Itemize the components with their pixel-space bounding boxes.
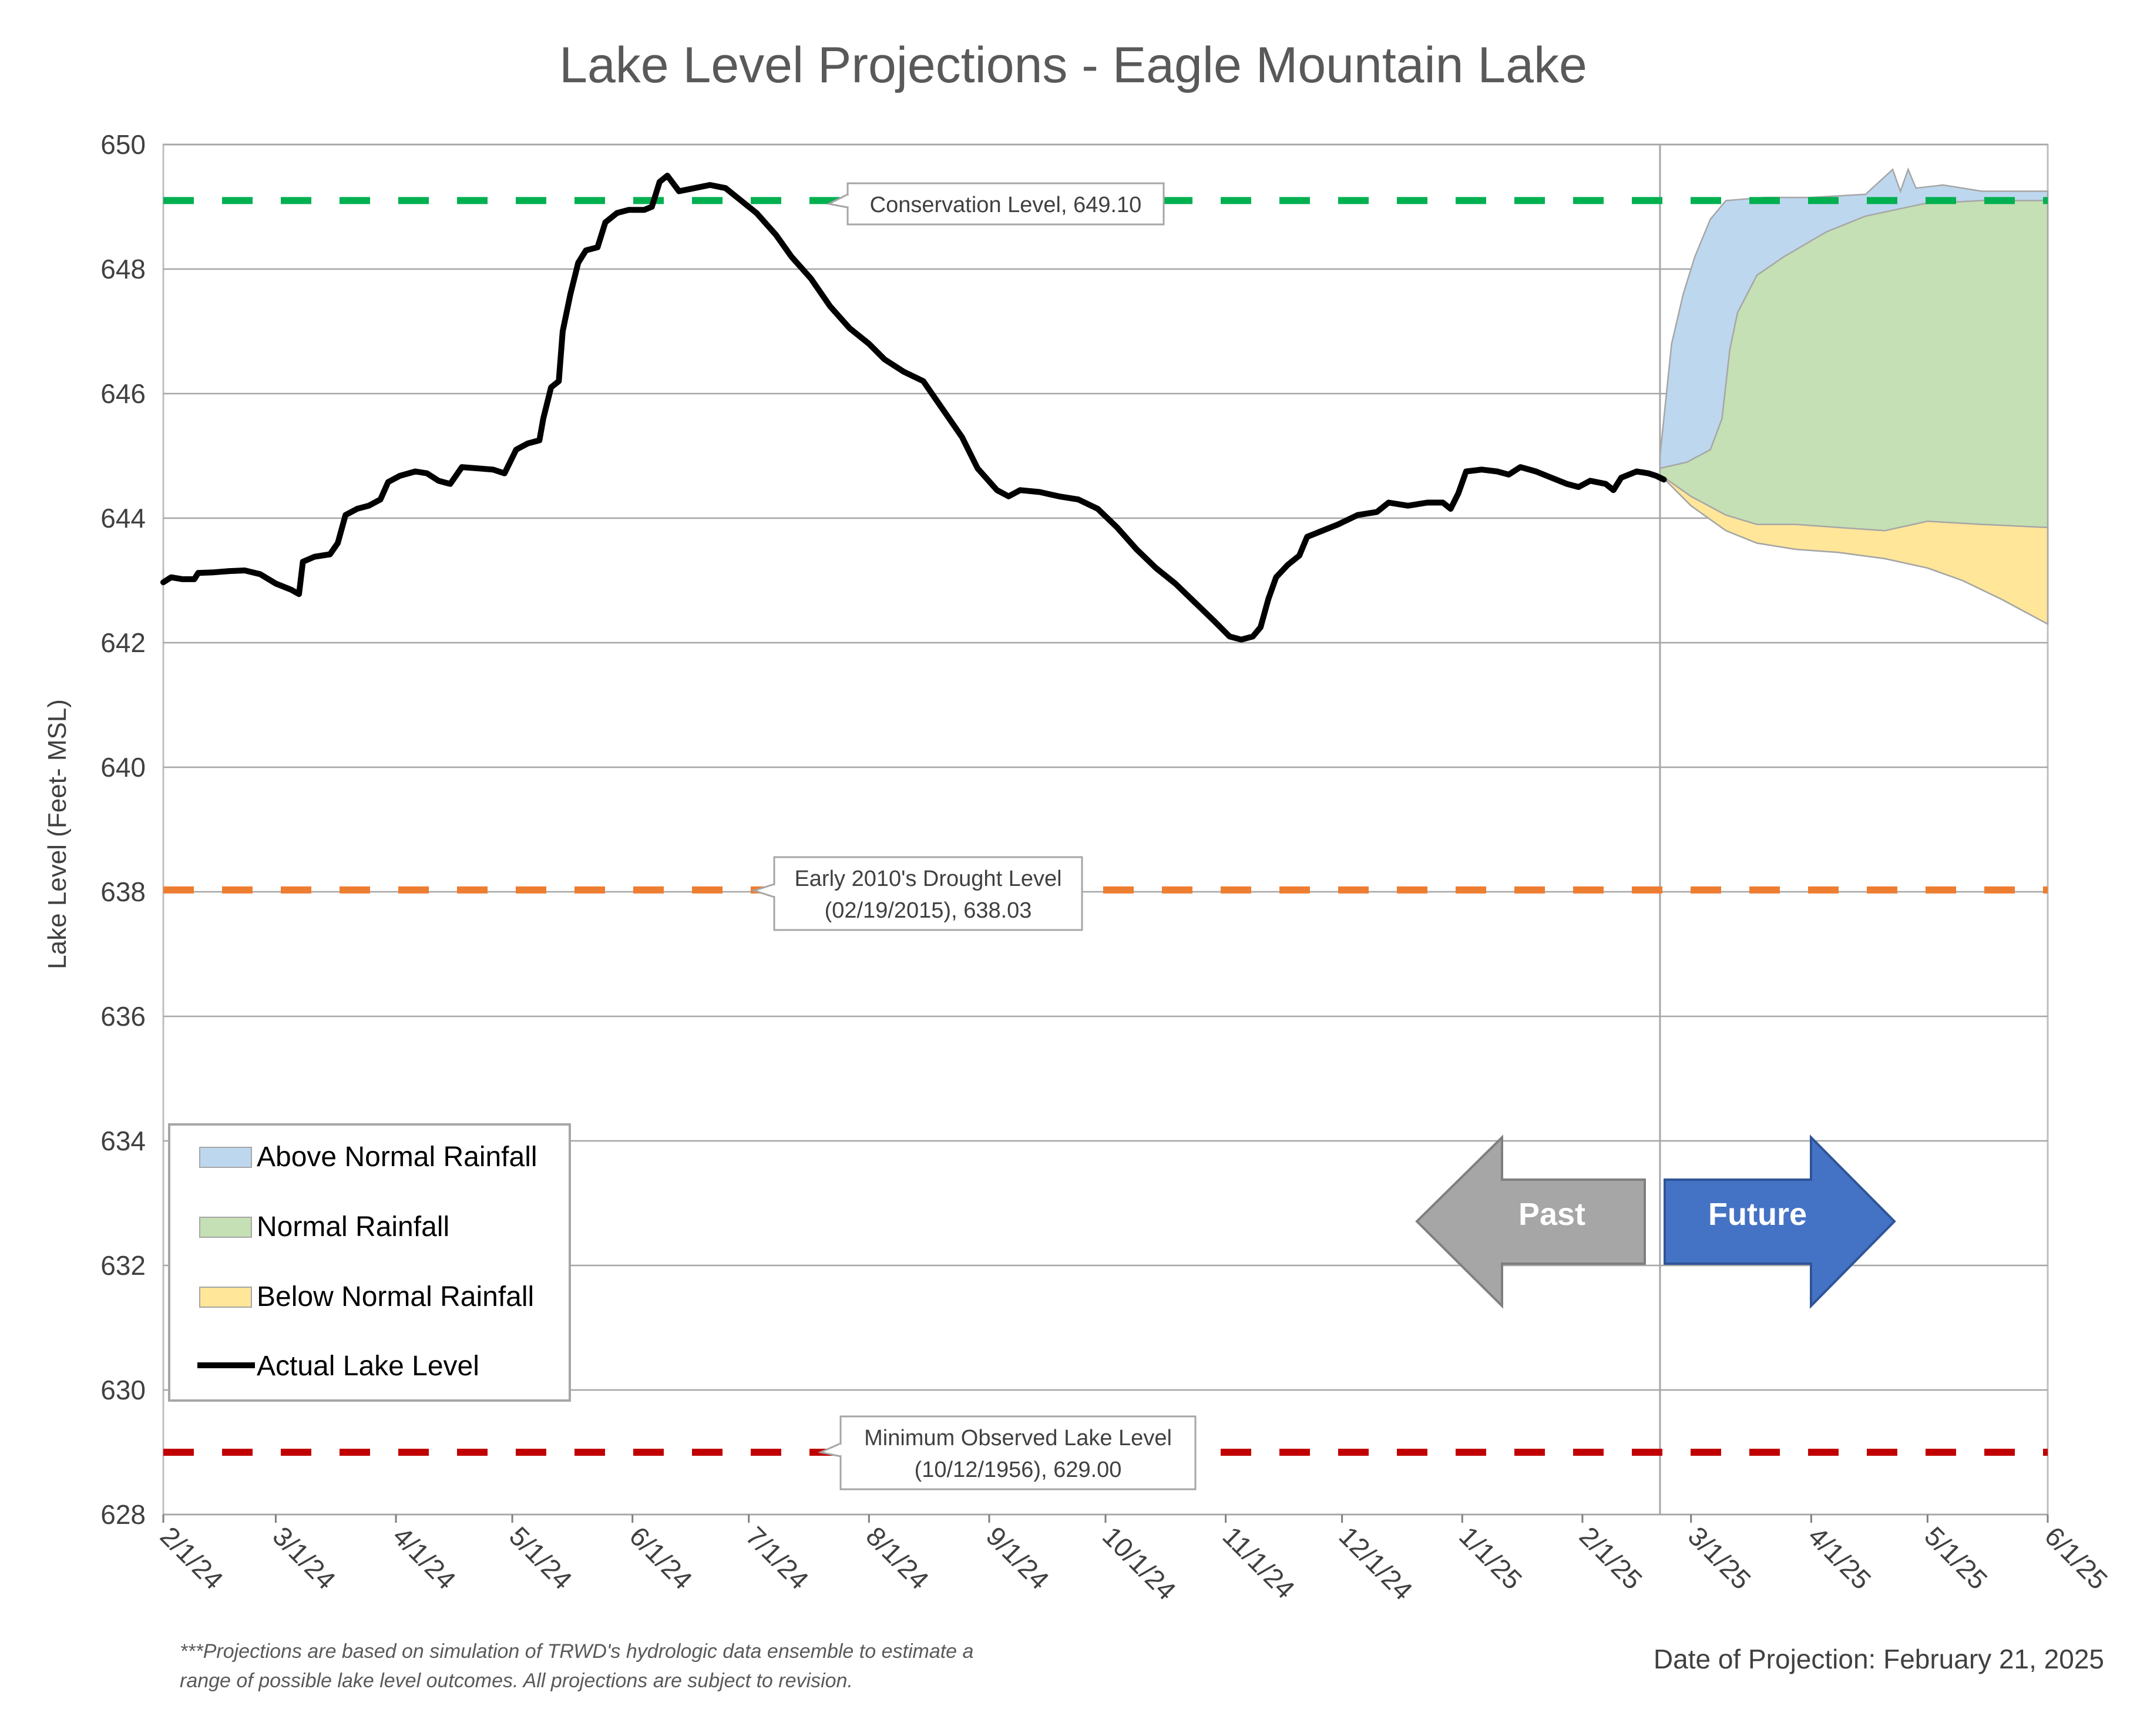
callout-label: (10/12/1956), 629.00: [915, 1458, 1122, 1482]
x-tick-label: 10/1/24: [1097, 1520, 1182, 1606]
past-arrow-shape: [1415, 1134, 1646, 1309]
y-axis-label: Lake Level (Feet- MSL): [43, 699, 72, 969]
callout-pointer: [818, 1442, 841, 1458]
x-tick-label: 6/1/25: [2039, 1520, 2114, 1595]
x-tick-label: 6/1/24: [624, 1520, 698, 1595]
future-arrow-shape: [1664, 1134, 1896, 1309]
legend-label-actual: Actual Lake Level: [257, 1351, 479, 1382]
callout-label: Early 2010's Drought Level: [794, 867, 1061, 891]
x-tick-label: 11/1/24: [1217, 1520, 1301, 1604]
actual-lake-level-line: [160, 173, 1667, 643]
legend-swatch-normal: [199, 1217, 252, 1238]
x-tick-label: 3/1/24: [267, 1520, 341, 1595]
y-tick-label: 646: [100, 378, 146, 409]
date-of-projection: Date of Projection: February 21, 2025: [1654, 1644, 2104, 1674]
x-tick-label: 5/1/25: [1918, 1520, 1993, 1595]
footnote-line-2: range of possible lake level outcomes. A…: [180, 1670, 853, 1692]
y-tick-label: 638: [100, 877, 146, 907]
callout-label: Conservation Level, 649.10: [870, 193, 1142, 217]
y-tick-label: 644: [100, 503, 146, 533]
future-arrow-label: Future: [1708, 1197, 1807, 1232]
x-tick-label: 4/1/24: [387, 1520, 462, 1595]
y-tick-label: 630: [100, 1375, 146, 1405]
callout-minimum: Minimum Observed Lake Level (10/12/1956),…: [818, 1415, 1197, 1490]
x-tick-label: 2/1/25: [1574, 1520, 1648, 1595]
callout-conservation: Conservation Level, 649.10: [826, 182, 1165, 226]
x-tick-label: 3/1/25: [1682, 1520, 1757, 1595]
past-arrow-label: Past: [1518, 1197, 1585, 1232]
below-normal-band: [1659, 474, 2049, 626]
legend-label-above-normal: Above Normal Rainfall: [257, 1141, 537, 1173]
legend-box: [168, 1123, 571, 1402]
legend: Above Normal Rainfall Normal Rainfall Be…: [168, 1123, 571, 1402]
y-tick-label: 636: [100, 1001, 146, 1032]
projection-layer: [1659, 167, 2049, 626]
x-tick-label: 8/1/24: [860, 1520, 935, 1595]
x-tick-label: 4/1/25: [1802, 1520, 1877, 1595]
legend-label-normal: Normal Rainfall: [257, 1211, 449, 1243]
callout-pointer: [751, 883, 775, 898]
callout-drought: Early 2010's Drought Level (02/19/2015), …: [751, 856, 1083, 931]
x-tick-label: 1/1/25: [1453, 1520, 1528, 1595]
legend-label-below-normal: Below Normal Rainfall: [257, 1281, 534, 1312]
legend-swatch-above-normal: [199, 1147, 252, 1168]
y-tick-label: 628: [100, 1499, 146, 1530]
callout-layer: Conservation Level, 649.10 Early 2010's D…: [751, 182, 1197, 1490]
chart-title: Lake Level Projections - Eagle Mountain …: [559, 37, 1587, 93]
legend-swatch-below-normal: [199, 1287, 252, 1308]
past-arrow: Past: [1415, 1134, 1646, 1309]
y-tick-label: 634: [100, 1126, 146, 1156]
x-tick-label: 7/1/24: [740, 1520, 815, 1595]
callout-box: [839, 1415, 1197, 1490]
callout-box: [773, 856, 1083, 931]
y-tick-label: 640: [100, 752, 146, 783]
y-tick-label: 642: [100, 627, 146, 658]
x-tick-label: 12/1/24: [1333, 1520, 1419, 1606]
future-arrow: Future: [1664, 1134, 1896, 1309]
x-tick-label: 9/1/24: [980, 1520, 1055, 1595]
y-tick-label: 632: [100, 1250, 146, 1281]
callout-label: (02/19/2015), 638.03: [825, 898, 1032, 923]
footnote-line-1: ***Projections are based on simulation o…: [180, 1640, 973, 1663]
callout-label: Minimum Observed Lake Level: [864, 1426, 1172, 1450]
callout-pointer: [826, 193, 848, 209]
y-tick-label: 648: [100, 254, 146, 284]
y-tick-label: 650: [100, 129, 146, 160]
x-tick-label: 2/1/24: [154, 1520, 229, 1595]
callout-box: [846, 182, 1165, 226]
series-layer: [160, 173, 1667, 643]
x-tick-label: 5/1/24: [503, 1520, 578, 1595]
